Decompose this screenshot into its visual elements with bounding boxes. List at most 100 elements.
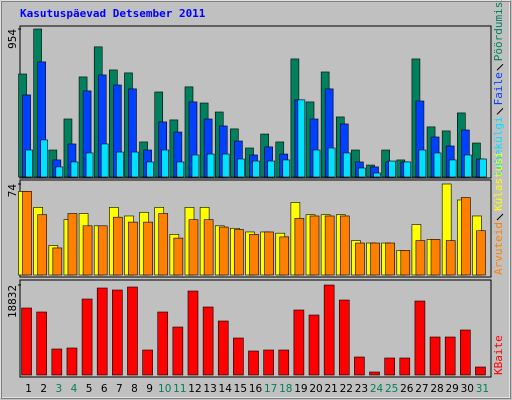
bar <box>172 326 184 376</box>
x-tick-label: 17 <box>264 383 277 395</box>
bar <box>21 307 32 376</box>
bar <box>399 357 411 376</box>
bar <box>221 153 230 178</box>
bar <box>233 337 244 376</box>
bar <box>97 225 108 276</box>
bar <box>40 139 48 178</box>
x-tick-label: 2 <box>40 383 47 395</box>
bar <box>430 239 441 276</box>
x-tick-label: 14 <box>219 383 233 395</box>
bar <box>70 161 79 178</box>
x-tick-label: 8 <box>131 383 138 395</box>
x-tick-label: 21 <box>324 383 337 395</box>
x-tick-label: 29 <box>445 383 458 395</box>
bar <box>445 240 456 276</box>
bar <box>51 348 63 376</box>
legend-entry: KBaite <box>492 335 505 375</box>
bar <box>173 237 184 276</box>
bar <box>464 154 472 178</box>
bar <box>217 320 229 376</box>
x-tick-label: 28 <box>430 383 443 395</box>
bar <box>234 229 244 276</box>
bar <box>237 158 245 178</box>
bar <box>127 286 138 376</box>
bar <box>116 151 124 178</box>
x-tick-label: 27 <box>415 383 428 395</box>
x-tick-label: 3 <box>55 383 62 395</box>
x-tick-label: 25 <box>385 383 398 395</box>
legend-entry: Lehekülgi <box>492 116 505 176</box>
bar <box>131 151 139 178</box>
bar <box>82 225 93 276</box>
bar <box>278 349 290 376</box>
bar <box>37 214 47 276</box>
bar <box>158 213 169 276</box>
x-tick-label: 12 <box>188 383 201 395</box>
legend-separator <box>496 108 504 115</box>
bar <box>113 216 123 276</box>
x-tick-label: 9 <box>146 383 153 395</box>
bar <box>112 289 123 376</box>
bar <box>460 329 471 376</box>
x-tick-label: 20 <box>309 383 322 395</box>
bar <box>355 242 365 276</box>
bar <box>403 161 412 178</box>
bar <box>264 231 274 276</box>
bar <box>476 230 486 276</box>
chart-title: Kasutuspäevad Detsember 2011 <box>20 7 206 20</box>
x-tick-label: 22 <box>340 383 353 395</box>
bar <box>418 149 427 178</box>
bar <box>176 161 185 178</box>
bar <box>338 299 350 376</box>
bar <box>385 242 395 276</box>
bar <box>308 314 320 376</box>
bar <box>218 226 229 276</box>
x-tick-label: 31 <box>476 383 489 395</box>
bar <box>369 371 380 376</box>
x-tick-label: 11 <box>173 383 186 395</box>
x-tick-label: 10 <box>158 383 171 395</box>
bar <box>279 236 290 276</box>
bar <box>66 347 78 376</box>
bar <box>143 221 153 276</box>
legend-entry: Arvuteid <box>492 222 505 275</box>
bar <box>263 349 274 376</box>
bar <box>339 215 350 276</box>
x-tick-label: 18 <box>279 383 292 395</box>
bar <box>475 366 486 376</box>
legend-entry: Pöördumisi <box>492 0 505 61</box>
bar <box>479 158 487 178</box>
x-tick-label: 19 <box>294 383 307 395</box>
bar <box>52 247 63 276</box>
bar <box>267 160 275 178</box>
bar <box>384 357 395 376</box>
bar <box>444 336 456 376</box>
bar <box>191 154 200 178</box>
bar <box>67 213 78 276</box>
x-tick-label: 4 <box>71 383 78 395</box>
bar <box>100 143 109 178</box>
x-tick-label: 24 <box>370 383 384 395</box>
x-tick-label: 30 <box>461 383 474 395</box>
y-tick-label: 954 <box>6 29 19 49</box>
x-tick-label: 7 <box>116 383 123 395</box>
bar <box>448 159 457 178</box>
bar <box>22 191 32 276</box>
bar <box>187 290 199 376</box>
bar <box>309 215 320 276</box>
x-tick-label: 13 <box>203 383 216 395</box>
bar <box>25 149 33 178</box>
bar <box>252 160 260 178</box>
bar <box>358 167 366 178</box>
bar <box>461 197 471 276</box>
legend-separator <box>496 213 504 221</box>
bar <box>429 336 441 376</box>
bar <box>323 284 335 376</box>
bar <box>55 166 64 178</box>
bar <box>202 306 214 376</box>
bar <box>81 298 93 376</box>
x-tick-label: 6 <box>101 383 108 395</box>
legend-entry: Faile <box>492 72 505 105</box>
bar <box>327 147 336 178</box>
